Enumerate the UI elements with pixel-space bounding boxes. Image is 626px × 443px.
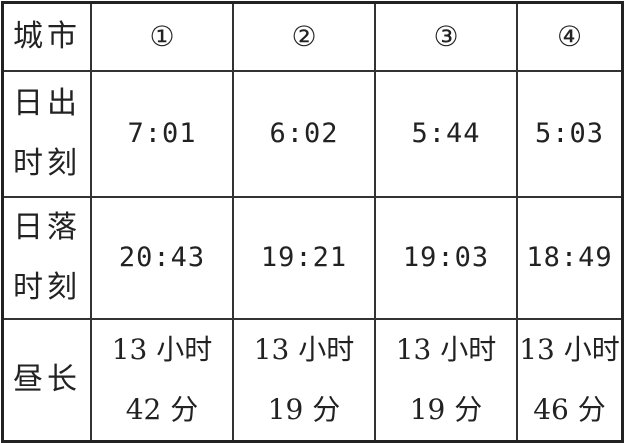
daylength-city-4-hours: 13 小时 [519,332,620,366]
daylength-label: 昼长 [1,317,92,442]
daylength-city-2-minutes: 19 分 [267,392,341,426]
daylength-city-4-minutes: 46 分 [533,392,606,426]
header-city-4: ④ [516,1,624,72]
header-city-1: ① [90,1,234,72]
sunrise-city-3: 5:44 [374,69,518,198]
sunset-row: 日落 时刻 20:43 19:21 19:03 18:49 [1,195,624,320]
sunset-city-1: 20:43 [90,195,234,320]
header-city-3: ③ [374,1,518,72]
daylength-city-1-hours: 13 小时 [111,332,213,366]
sunrise-label: 日出 时刻 [1,69,92,198]
sunrise-city-4: 5:03 [516,69,624,198]
sunrise-row: 日出 时刻 7:01 6:02 5:44 5:03 [1,69,624,198]
daylength-city-4: 13 小时 46 分 [516,317,624,442]
daylength-city-3-hours: 13 小时 [395,332,497,366]
header-city-2: ② [232,1,376,72]
daylength-city-2-hours: 13 小时 [253,332,355,366]
daylength-city-3: 13 小时 19 分 [374,317,518,442]
sunrise-city-2: 6:02 [232,69,376,198]
daylength-city-3-minutes: 19 分 [409,392,483,426]
sunset-city-3: 19:03 [374,195,518,320]
daylength-city-2: 13 小时 19 分 [232,317,376,442]
sunrise-label-line-1: 日出 [13,85,81,121]
sunset-label-line-1: 日落 [13,209,81,245]
sunrise-city-1: 7:01 [90,69,234,198]
sunrise-label-line-2: 时刻 [13,145,81,181]
sunset-city-4: 18:49 [516,195,624,320]
daylength-row: 昼长 13 小时 42 分 13 小时 19 分 13 小时 19 分 13 小… [1,317,624,442]
sunset-label-line-2: 时刻 [13,269,81,305]
sunset-label: 日落 时刻 [1,195,92,320]
sunset-city-2: 19:21 [232,195,376,320]
header-row: 城市 ① ② ③ ④ [1,1,624,72]
header-city-label: 城市 [1,1,92,72]
daylength-city-1: 13 小时 42 分 [90,317,234,442]
daylength-city-1-minutes: 42 分 [125,392,199,426]
